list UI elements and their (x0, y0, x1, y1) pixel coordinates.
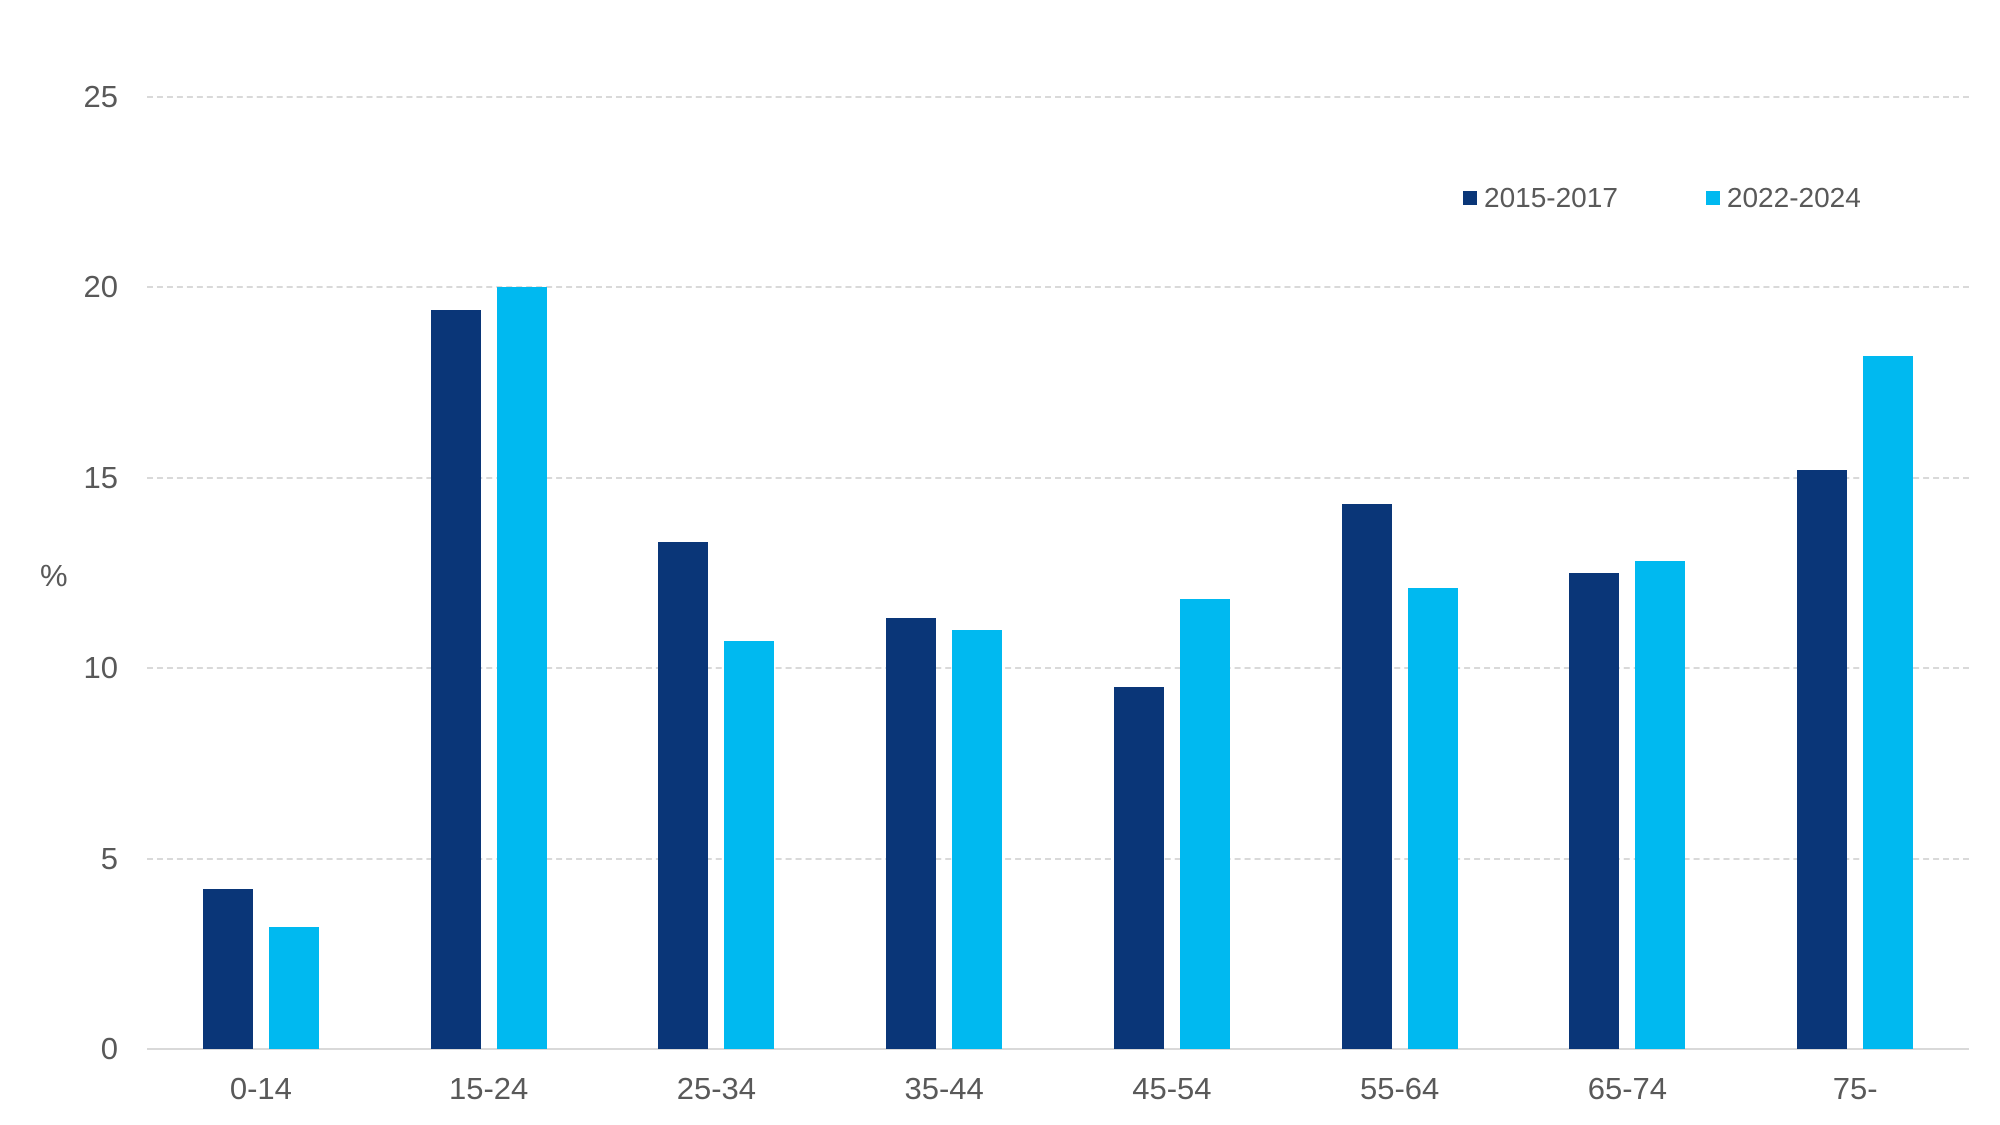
bar-2015-2017-55-64 (1341, 504, 1392, 1049)
bar-2022-2024-75- (1863, 355, 1914, 1049)
gridline (147, 286, 1969, 288)
legend-swatch-icon (1463, 191, 1477, 205)
legend-item: 2022-2024 (1705, 182, 1861, 214)
x-tick-label: 75- (1832, 1071, 1878, 1106)
legend: 2015-2017 2022-2024 (1463, 182, 1949, 214)
y-tick-label: 10 (83, 650, 118, 685)
bar-2015-2017-15-24 (430, 309, 481, 1049)
legend-label: 2015-2017 (1484, 182, 1618, 213)
bar-2015-2017-65-74 (1569, 572, 1620, 1049)
bar-2022-2024-25-34 (724, 641, 775, 1049)
bar-2015-2017-45-54 (1113, 687, 1164, 1049)
bar-2022-2024-15-24 (496, 287, 547, 1049)
x-tick-label: 0-14 (229, 1071, 292, 1106)
gridline (147, 95, 1969, 98)
legend-swatch-icon (1705, 191, 1720, 205)
y-tick-label: 0 (100, 1031, 118, 1066)
gridline (147, 667, 1969, 669)
y-tick-label: 5 (100, 840, 118, 876)
bar-2015-2017-75- (1797, 469, 1848, 1049)
x-tick-label: 55-64 (1359, 1071, 1440, 1106)
bar-2015-2017-35-44 (886, 618, 937, 1049)
gridline (147, 476, 1969, 479)
x-axis-line (147, 1048, 1969, 1050)
y-axis-title: % (40, 558, 68, 593)
legend-item: 2015-2017 (1463, 182, 1618, 214)
legend-label: 2022-2024 (1726, 182, 1861, 213)
x-tick-label: 35-44 (904, 1071, 984, 1106)
bar-2022-2024-45-54 (1179, 599, 1230, 1049)
bar-2015-2017-25-34 (658, 542, 709, 1049)
x-tick-label: 25-34 (676, 1071, 757, 1106)
y-tick-label: 15 (83, 459, 118, 495)
bar-2022-2024-55-64 (1407, 587, 1458, 1049)
x-tick-label: 65-74 (1587, 1071, 1668, 1106)
bar-2022-2024-0-14 (268, 927, 319, 1049)
bar-2015-2017-0-14 (202, 888, 253, 1049)
x-tick-label: 45-54 (1132, 1071, 1212, 1106)
y-tick-label: 25 (83, 78, 118, 114)
y-tick-label: 20 (83, 269, 118, 304)
bar-2022-2024-65-74 (1635, 561, 1686, 1049)
x-tick-label: 15-24 (448, 1071, 529, 1106)
gridline (147, 857, 1969, 860)
bar-2022-2024-35-44 (952, 629, 1003, 1049)
